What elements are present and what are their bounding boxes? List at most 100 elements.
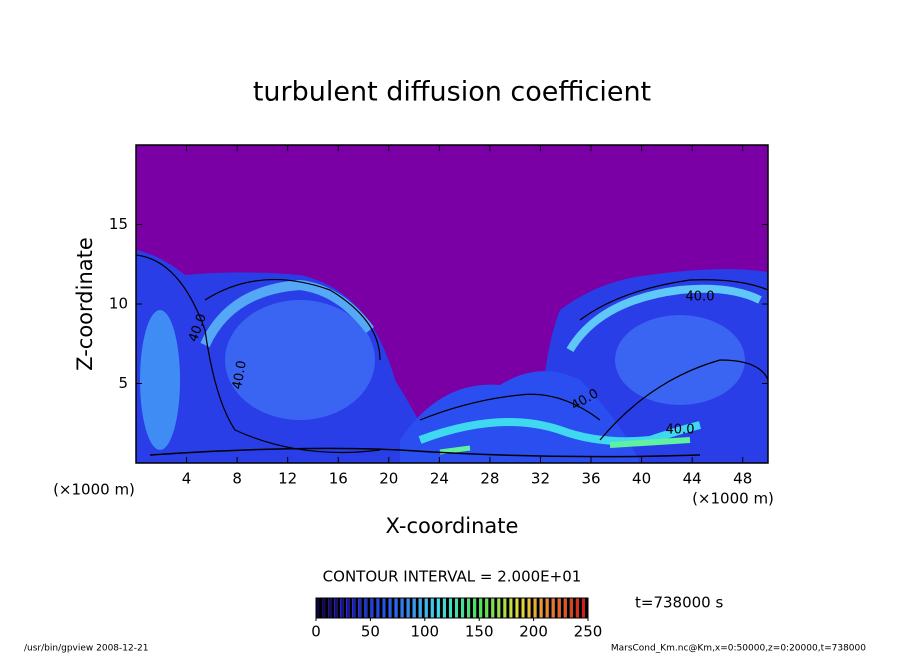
colorbar-stripe [328,598,332,618]
colorbar-stripe [530,598,534,618]
colorbar-stripe [461,598,465,618]
colorbar-stripe [361,598,365,618]
colorbar-stripe [448,598,452,618]
colorbar-stripe [424,598,428,618]
colorbar-stripe [325,598,329,618]
colorbar-stripe [536,598,540,618]
colorbar-stripe [370,598,374,618]
colorbar-stripe [470,598,474,618]
field-region [609,437,691,448]
colorbar-stripe [545,598,549,618]
colorbar-stripe [409,598,413,618]
x-unit: (×1000 m) [53,481,135,499]
field-region [225,300,375,420]
colorbar-stripe [500,598,504,618]
colorbar-stripe [400,598,404,618]
colorbar-stripe [473,598,477,618]
colorbar-tick-label: 0 [311,623,321,641]
colorbar-stripe [394,598,398,618]
colorbar-stripe [376,598,380,618]
colorbar-stripe [319,598,323,618]
contour-label: 40.0 [686,290,715,305]
colorbar-stripe [349,598,353,618]
colorbar-stripe [340,598,344,618]
x-tick-label: 24 [430,470,449,488]
colorbar-stripe [476,598,480,618]
colorbar-stripe [322,598,326,618]
colorbar-stripe [515,598,519,618]
colorbar-stripe [488,598,492,618]
contour-line [204,278,381,361]
colorbar-stripe [554,598,558,618]
colorbar-stripe [458,598,462,618]
colorbar-stripe [334,598,338,618]
colorbar-stripe [385,598,389,618]
colorbar-tick-label: 100 [410,623,439,641]
colorbar-stripe [527,598,531,618]
colorbar-stripe [412,598,416,618]
colorbar-stripe [337,598,341,618]
footer-right: MarsCond_Km.nc@Km,x=0:50000,z=0:20000,t=… [611,644,866,654]
colorbar-tick-label: 50 [361,623,380,641]
contour-label: 40.0 [230,359,250,390]
colorbar-stripe [355,598,359,618]
colorbar-stripe [388,598,392,618]
colorbar-stripe [575,598,579,618]
colorbar-stripe [367,598,371,618]
colorbar-stripe [578,598,582,618]
y-tick-label: 5 [118,374,128,392]
colorbar-stripe [452,598,456,618]
contour-line [136,254,381,454]
colorbar-stripe [421,598,425,618]
colorbar-stripe [442,598,446,618]
colorbar-stripe [455,598,459,618]
x-tick-label: 20 [379,470,398,488]
colorbar-stripe [358,598,362,618]
colorbar-tick-label: 150 [465,623,494,641]
x-unit: (×1000 m) [692,490,774,508]
colorbar-stripe [491,598,495,618]
colorbar-stripe [566,598,570,618]
colorbar-stripe [485,598,489,618]
colorbar-stripe [524,598,528,618]
colorbar-stripe [503,598,507,618]
colorbar-stripe [415,598,419,618]
contour-line [149,447,701,458]
colorbar-stripe [557,598,561,618]
field-region [140,310,180,450]
x-tick-label: 36 [581,470,600,488]
colorbar-stripe [509,598,513,618]
x-axis-label: X-coordinate [386,514,519,538]
x-tick-label: 44 [683,470,702,488]
field-region [418,418,701,446]
x-tick-label: 40 [632,470,651,488]
x-tick-label: 16 [329,470,348,488]
colorbar-stripe [373,598,377,618]
chart-title: turbulent diffusion coefficient [253,77,651,108]
colorbar-stripe [563,598,567,618]
colorbar-stripe [433,598,437,618]
colorbar-stripe [512,598,516,618]
colorbar-stripe [352,598,356,618]
colorbar-stripe [494,598,498,618]
colorbar-stripe [397,598,401,618]
contour-line [599,359,768,441]
colorbar-stripe [479,598,483,618]
colorbar-stripe [518,598,522,618]
colorbar-stripe [539,598,543,618]
colorbar-stripe [418,598,422,618]
colorbar-stripe [343,598,347,618]
y-tick-label: 10 [109,295,128,313]
y-axis-label: Z-coordinate [73,237,97,371]
colorbar-stripe [430,598,434,618]
contour-label: 40.0 [666,423,695,438]
colorbar-stripe [506,598,510,618]
field-region [615,315,745,405]
colorbar-stripe [548,598,552,618]
contour-line [579,279,768,321]
colorbar-stripe [391,598,395,618]
colorbar-stripe [551,598,555,618]
colorbar-stripe [581,598,585,618]
